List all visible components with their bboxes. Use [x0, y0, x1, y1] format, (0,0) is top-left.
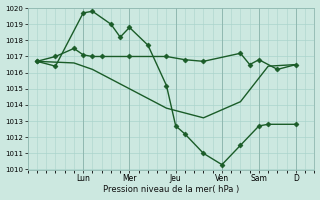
- X-axis label: Pression niveau de la mer( hPa ): Pression niveau de la mer( hPa ): [103, 185, 239, 194]
